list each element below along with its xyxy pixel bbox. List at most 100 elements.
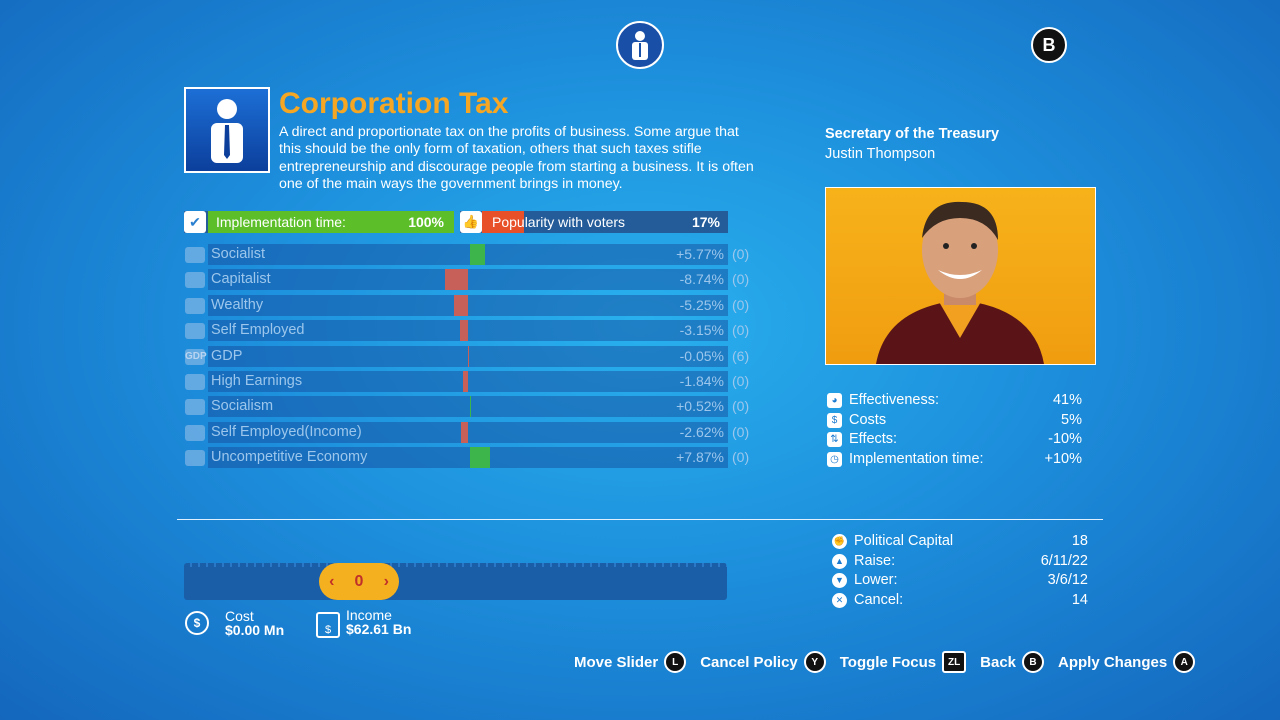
effect-delay: (0) — [732, 246, 750, 262]
effect-icon — [185, 424, 205, 441]
cost-label: Cost — [225, 608, 254, 624]
effect-name: Self Employed(Income) — [211, 423, 362, 440]
popularity-value: 17% — [691, 214, 720, 230]
effect-name: Socialism — [211, 398, 274, 415]
effect-delay: (0) — [732, 373, 750, 389]
effect-delay: (0) — [732, 271, 750, 288]
control-button: L — [664, 651, 687, 673]
effect-row[interactable] — [208, 421, 728, 443]
arrow-right: › — [383, 572, 389, 590]
icon-person — [632, 31, 648, 60]
stat-icon: $ — [827, 412, 842, 428]
stat-icon: ◕ — [827, 393, 842, 408]
stat-label: Effects: — [849, 431, 898, 448]
policy-description: A direct and proportionate tax on the pr… — [279, 124, 754, 193]
effect-icon — [185, 247, 205, 263]
effect-bar — [467, 345, 469, 367]
slider-track[interactable] — [184, 563, 727, 600]
minister-portrait — [825, 187, 1096, 365]
control-button: Y — [803, 651, 826, 673]
effect-name: GDP — [211, 347, 243, 364]
capital-icon: ▲ — [832, 553, 847, 569]
icon-person — [211, 99, 243, 163]
capital-value: 6/11/22 — [1040, 552, 1088, 569]
effect-row[interactable] — [208, 371, 728, 392]
popularity-label: Popularity with voters — [492, 214, 626, 230]
control-button: ZL — [942, 651, 967, 673]
effect-name: Uncompetitive Economy — [211, 449, 368, 466]
stat-value: -10% — [1048, 431, 1082, 448]
control-hint[interactable]: Apply Changes A — [1058, 651, 1196, 673]
capital-label: Political Capital — [854, 533, 954, 549]
effect-row[interactable] — [208, 269, 728, 291]
control-hint[interactable]: Cancel Policy Y — [700, 651, 826, 673]
popularity-fill — [482, 211, 524, 233]
arrow-left: ‹ — [329, 572, 335, 590]
effect-delay: (0) — [732, 423, 750, 440]
stat-label: Implementation time: — [849, 450, 984, 467]
check-icon: ✔ — [184, 211, 206, 233]
policy-icon — [184, 87, 270, 173]
stat-value: 5% — [1061, 411, 1082, 428]
control-button: A — [1173, 651, 1196, 673]
effect-bar — [454, 294, 468, 316]
income-label: Income — [346, 607, 392, 623]
stat-label: Effectiveness: — [849, 392, 940, 408]
effect-value: -5.25% — [679, 296, 724, 313]
minister-name: Justin Thompson — [825, 146, 936, 162]
effect-bar — [445, 269, 468, 291]
effect-name: High Earnings — [211, 373, 303, 389]
capital-label: Cancel: — [854, 591, 904, 608]
effect-delay: (0) — [732, 322, 750, 339]
effect-value: -0.05% — [679, 347, 724, 364]
effect-icon — [185, 450, 205, 467]
effect-value: -1.84% — [679, 373, 724, 389]
control-hint[interactable]: Move Slider L — [574, 651, 687, 673]
capital-label: Raise: — [854, 552, 896, 569]
effect-row[interactable] — [208, 244, 728, 265]
effect-value: -8.74% — [679, 271, 724, 288]
effect-bar — [459, 320, 468, 342]
back-button[interactable]: B — [1031, 27, 1067, 63]
slider-knob[interactable]: ‹ 0 › — [319, 563, 399, 600]
cost-icon: $ — [185, 611, 209, 635]
effect-delay: (0) — [732, 449, 750, 466]
effect-row[interactable] — [208, 396, 728, 418]
stat-icon: ◷ — [827, 451, 842, 467]
implementation-label: Implementation time: — [216, 214, 346, 230]
slider-value: 0 — [354, 572, 364, 590]
popularity-bar: 👍 Popularity with voters 17% — [460, 211, 728, 233]
effect-bar — [461, 421, 468, 443]
cost-value: $0.00 Mn — [225, 622, 285, 638]
implementation-bar: ✔ Implementation time: 100% — [184, 211, 454, 233]
implementation-value: 100% — [408, 214, 444, 230]
effect-value: +0.52% — [676, 398, 724, 415]
effect-bar — [470, 244, 485, 265]
effect-name: Socialist — [211, 246, 265, 262]
effect-row[interactable] — [208, 447, 728, 469]
divider — [177, 519, 1103, 520]
effect-value: -2.62% — [679, 423, 724, 440]
control-hints: Move Slider L Cancel Policy Y Toggle Focus ZL… — [574, 651, 1196, 673]
minister-role: Secretary of the Treasury — [825, 126, 1000, 142]
effect-bar — [470, 396, 472, 418]
effect-icon — [185, 399, 205, 416]
effect-value: +5.77% — [676, 246, 724, 262]
effect-row[interactable] — [208, 320, 728, 342]
effect-icon — [185, 374, 205, 390]
effect-name: Self Employed — [211, 322, 305, 339]
control-label: Move Slider — [574, 653, 659, 671]
effect-icon — [185, 297, 205, 314]
effect-bar — [470, 447, 491, 469]
effect-delay: (6) — [732, 347, 750, 364]
control-hint[interactable]: Toggle Focus ZL — [840, 651, 967, 673]
capital-label: Lower: — [854, 572, 898, 588]
stat-value: 41% — [1052, 392, 1082, 408]
effect-row[interactable] — [208, 294, 728, 316]
policy-category-icon[interactable] — [616, 21, 664, 69]
effect-value: -3.15% — [679, 322, 724, 339]
effect-icon — [185, 272, 205, 289]
effect-value: +7.87% — [676, 449, 724, 466]
control-hint[interactable]: Back B — [980, 651, 1044, 673]
